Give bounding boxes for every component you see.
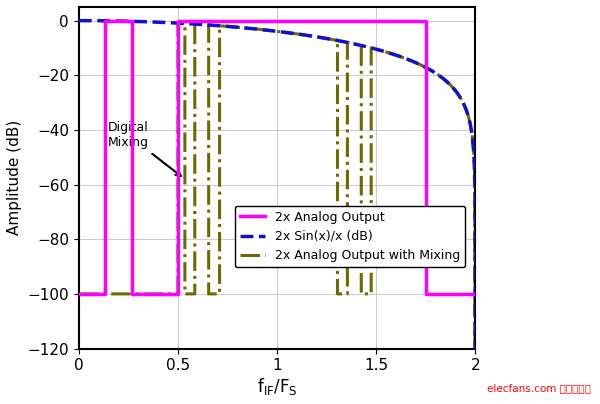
2x Sin(x)/x (dB)	[371, 46, 378, 51]
2x Analog Output with Mixing	[277, 29, 284, 34]
2x Analog Output	[101, 291, 108, 296]
Y-axis label: Amplitude (dB): Amplitude (dB)	[7, 120, 22, 236]
2x Analog Output	[129, 291, 136, 296]
2x Analog Output	[129, 291, 136, 296]
2x Analog Output	[175, 18, 182, 23]
2x Analog Output with Mixing	[350, 41, 357, 46]
2x Sin(x)/x (dB)	[227, 24, 234, 29]
2x Analog Output	[101, 18, 108, 23]
2x Analog Output	[422, 18, 429, 23]
2x Sin(x)/x (dB)	[75, 18, 82, 23]
2x Analog Output	[175, 291, 182, 296]
2x Sin(x)/x (dB)	[333, 38, 340, 43]
2x Analog Output	[101, 18, 108, 23]
2x Analog Output	[422, 18, 429, 23]
2x Analog Output with Mixing	[431, 70, 438, 75]
Line: 2x Sin(x)/x (dB): 2x Sin(x)/x (dB)	[79, 21, 475, 404]
2x Analog Output	[422, 291, 429, 296]
2x Analog Output	[129, 18, 136, 23]
Line: 2x Analog Output with Mixing: 2x Analog Output with Mixing	[79, 23, 475, 404]
2x Analog Output with Mixing	[175, 21, 182, 25]
2x Analog Output	[129, 18, 136, 23]
Text: elecfans.com 电子发烧友: elecfans.com 电子发烧友	[487, 383, 591, 393]
Text: Digital
Mixing: Digital Mixing	[108, 121, 181, 176]
Line: 2x Analog Output: 2x Analog Output	[79, 21, 475, 294]
Legend: 2x Analog Output, 2x Sin(x)/x (dB), 2x Analog Output with Mixing: 2x Analog Output, 2x Sin(x)/x (dB), 2x A…	[235, 206, 465, 267]
2x Analog Output with Mixing	[357, 43, 364, 48]
2x Analog Output	[175, 291, 182, 296]
2x Analog Output	[101, 291, 108, 296]
X-axis label: f$_\mathregular{IF}$/F$_\mathregular{S}$: f$_\mathregular{IF}$/F$_\mathregular{S}$	[257, 376, 298, 397]
2x Analog Output with Mixing	[435, 73, 442, 78]
2x Analog Output	[75, 291, 82, 296]
2x Analog Output	[472, 291, 479, 296]
2x Analog Output with Mixing	[205, 23, 212, 27]
2x Sin(x)/x (dB)	[147, 19, 154, 24]
2x Analog Output with Mixing	[75, 291, 82, 296]
2x Analog Output	[175, 18, 182, 23]
2x Sin(x)/x (dB)	[313, 34, 320, 39]
2x Analog Output	[422, 291, 429, 296]
2x Sin(x)/x (dB)	[401, 56, 409, 61]
